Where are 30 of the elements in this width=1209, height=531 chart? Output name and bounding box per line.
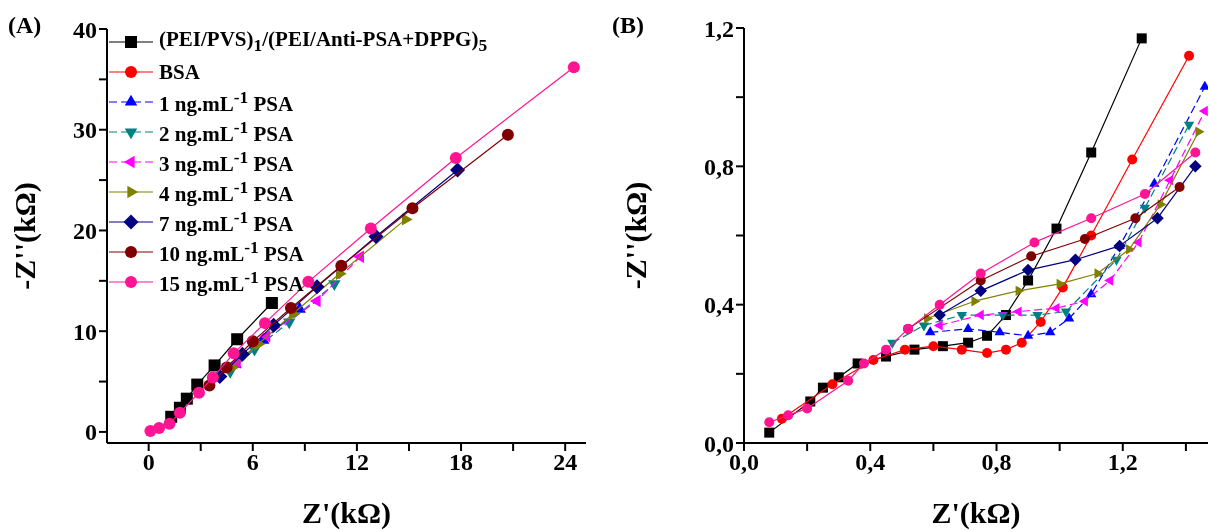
- chart-title: (A): [8, 12, 42, 39]
- y-tick-label: 0: [85, 419, 97, 446]
- x-tick-label: 12: [344, 449, 369, 476]
- x-tick-label: 0,4: [855, 449, 886, 476]
- x-tick-label: 24: [553, 449, 578, 476]
- legend-label: 7 ng.mL$^{-1}$ PSA: [159, 207, 294, 237]
- y-tick-label: 0,8: [704, 153, 734, 180]
- legend-label: (PEI/PVS)$_{1}$/(PEI/Anti-PSA+DPPG)$_{5}$: [159, 27, 488, 57]
- x-tick-label: 6: [246, 449, 259, 476]
- legend-label: 10 ng.mL$^{-1}$ PSA: [159, 237, 304, 267]
- legend-label: 4 ng.mL$^{-1}$ PSA: [159, 177, 294, 207]
- y-tick-label: 40: [73, 16, 97, 43]
- x-tick-label: 0,8: [981, 449, 1012, 476]
- y-tick-label: 1,2: [704, 15, 734, 42]
- x-tick-label: 0: [142, 449, 155, 476]
- y-axis-title: -Z''(kΩ): [618, 181, 653, 290]
- legend-label: BSA: [159, 59, 200, 85]
- y-tick-label: 30: [73, 117, 97, 144]
- legend-label: 1 ng.mL$^{-1}$ PSA: [159, 87, 294, 117]
- chart-title: (B): [612, 12, 644, 39]
- y-tick-label: 20: [73, 217, 97, 244]
- legend-label: 2 ng.mL$^{-1}$ PSA: [159, 117, 294, 147]
- legend-label: 3 ng.mL$^{-1}$ PSA: [159, 147, 294, 177]
- x-tick-label: 18: [449, 449, 474, 476]
- x-axis-title: Z'(kΩ): [301, 496, 392, 530]
- y-tick-label: 0,4: [704, 292, 734, 319]
- x-axis-title: Z'(kΩ): [931, 496, 1021, 530]
- y-axis-title: -Z''(kΩ): [7, 182, 42, 290]
- y-tick-label: 10: [73, 318, 97, 345]
- x-tick-label: 1,2: [1107, 449, 1138, 476]
